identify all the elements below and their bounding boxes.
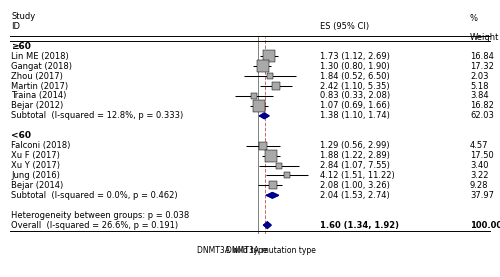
Text: 17.32: 17.32 [470,62,494,71]
Text: 16.82: 16.82 [470,101,494,111]
Point [283,173,291,178]
Text: 1.60 (1.34, 1.92): 1.60 (1.34, 1.92) [320,220,399,230]
Point [266,74,274,78]
Text: <60: <60 [11,131,31,140]
Text: 1.38 (1.10, 1.74): 1.38 (1.10, 1.74) [320,111,390,120]
Text: 16.84: 16.84 [470,52,494,61]
Text: 3.40: 3.40 [470,161,488,170]
Text: Martin (2017): Martin (2017) [11,81,68,91]
Text: Heterogeneity between groups: p = 0.038: Heterogeneity between groups: p = 0.038 [11,211,189,220]
Point [269,183,277,188]
Text: ES (95% CI): ES (95% CI) [320,22,369,31]
Point [259,64,267,68]
Text: Gangat (2018): Gangat (2018) [11,62,72,71]
Polygon shape [264,222,271,229]
Text: DNMT3A wild type: DNMT3A wild type [198,246,268,255]
Text: 2.03: 2.03 [470,72,488,81]
Text: Subtotal  (I-squared = 12.8%, p = 0.333): Subtotal (I-squared = 12.8%, p = 0.333) [11,111,183,120]
Point [255,104,263,108]
Polygon shape [266,193,278,198]
Text: 1.30 (0.80, 1.90): 1.30 (0.80, 1.90) [320,62,390,71]
Text: 5.18: 5.18 [470,81,488,91]
Text: 17.50: 17.50 [470,151,494,160]
Text: Lin ME (2018): Lin ME (2018) [11,52,69,61]
Text: Bejar (2012): Bejar (2012) [11,101,63,111]
Point [250,94,258,98]
Text: Weight: Weight [470,33,500,42]
Text: 4.57: 4.57 [470,141,488,150]
Text: 1.84 (0.52, 6.50): 1.84 (0.52, 6.50) [320,72,390,81]
Text: 1.29 (0.56, 2.99): 1.29 (0.56, 2.99) [320,141,390,150]
Point [272,84,280,88]
Text: Zhou (2017): Zhou (2017) [11,72,63,81]
Point [266,153,274,158]
Text: 62.03: 62.03 [470,111,494,120]
Text: 3.84: 3.84 [470,91,488,101]
Text: 3.22: 3.22 [470,171,488,180]
Text: 2.84 (1.07, 7.55): 2.84 (1.07, 7.55) [320,161,390,170]
Text: Traina (2014): Traina (2014) [11,91,66,101]
Text: Jung (2016): Jung (2016) [11,171,60,180]
Text: 1.07 (0.69, 1.66): 1.07 (0.69, 1.66) [320,101,390,111]
Text: Xu F (2017): Xu F (2017) [11,151,60,160]
Text: 9.28: 9.28 [470,181,488,190]
Text: Overall  (I-squared = 26.6%, p = 0.191): Overall (I-squared = 26.6%, p = 0.191) [11,220,178,230]
Text: 1.88 (1.22, 2.89): 1.88 (1.22, 2.89) [320,151,390,160]
Text: Study
ID: Study ID [11,12,35,31]
Text: ≥60: ≥60 [11,42,31,51]
Point [265,54,273,58]
Text: 0.83 (0.33, 2.08): 0.83 (0.33, 2.08) [320,91,390,101]
Text: Falconi (2018): Falconi (2018) [11,141,70,150]
Text: 2.04 (1.53, 2.74): 2.04 (1.53, 2.74) [320,191,390,200]
Text: 2.42 (1.10, 5.35): 2.42 (1.10, 5.35) [320,81,390,91]
Text: 2.08 (1.00, 3.26): 2.08 (1.00, 3.26) [320,181,390,190]
Text: DNMT3A mutation type: DNMT3A mutation type [226,246,316,255]
Text: Bejar (2014): Bejar (2014) [11,181,63,190]
Polygon shape [260,113,269,119]
Text: 37.97: 37.97 [470,191,494,200]
Text: %: % [470,14,478,22]
Point [259,143,267,148]
Text: 100.00: 100.00 [470,220,500,230]
Point [275,163,283,168]
Text: Subtotal  (I-squared = 0.0%, p = 0.462): Subtotal (I-squared = 0.0%, p = 0.462) [11,191,177,200]
Text: Xu Y (2017): Xu Y (2017) [11,161,60,170]
Text: 1.73 (1.12, 2.69): 1.73 (1.12, 2.69) [320,52,390,61]
Text: 4.12 (1.51, 11.22): 4.12 (1.51, 11.22) [320,171,395,180]
